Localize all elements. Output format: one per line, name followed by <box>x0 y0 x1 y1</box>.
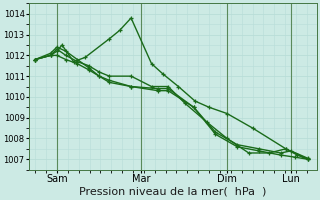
X-axis label: Pression niveau de la mer(  hPa  ): Pression niveau de la mer( hPa ) <box>79 187 266 197</box>
